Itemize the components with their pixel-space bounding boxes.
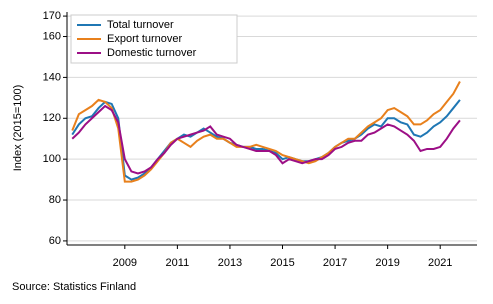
- y-tick-label: 170: [43, 10, 61, 22]
- y-tick-label: 160: [43, 30, 61, 42]
- y-tick-label: 60: [49, 235, 61, 247]
- x-tick-label: 2009: [113, 257, 137, 269]
- x-tick-label: 2013: [218, 257, 242, 269]
- y-axis-label: Index (2015=100): [12, 85, 24, 172]
- legend-label: Total turnover: [107, 19, 174, 31]
- series-line: [71, 99, 461, 181]
- x-tick-label: 2017: [323, 257, 347, 269]
- x-tick-label: 2015: [270, 257, 294, 269]
- y-tick-label: 100: [43, 153, 61, 165]
- x-tick-label: 2019: [375, 257, 399, 269]
- x-tick-label: 2011: [166, 257, 190, 269]
- legend-label: Export turnover: [107, 33, 183, 45]
- series-line: [71, 104, 461, 175]
- y-tick-label: 80: [49, 194, 61, 206]
- legend-label: Domestic turnover: [107, 47, 197, 59]
- y-tick-label: 120: [43, 112, 61, 124]
- x-tick-label: 2021: [428, 257, 452, 269]
- series-line: [71, 81, 461, 183]
- y-tick-label: 140: [43, 71, 61, 83]
- source: Source: Statistics Finland: [12, 281, 136, 293]
